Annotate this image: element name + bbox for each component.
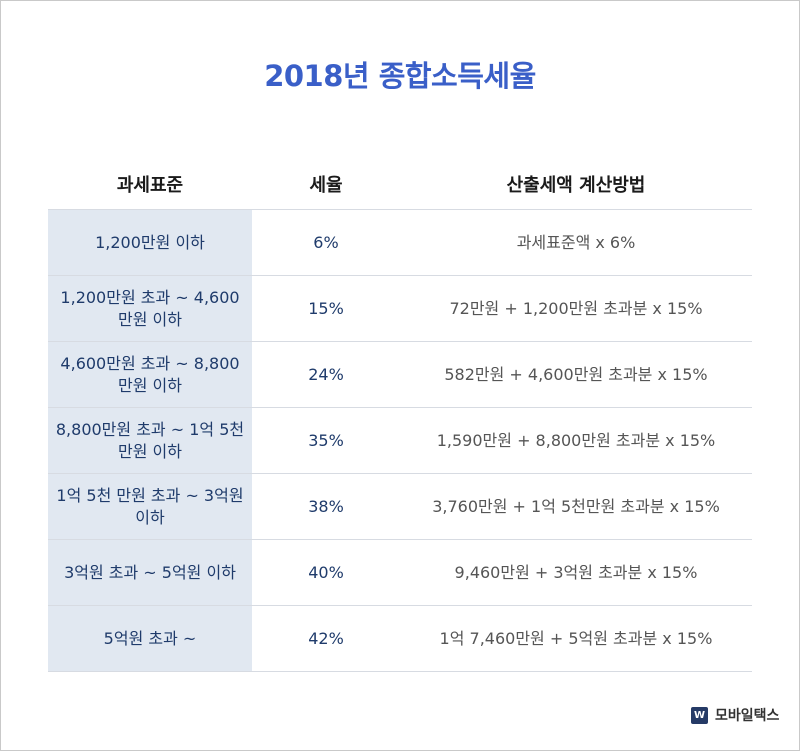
tax-base-cell: 8,800만원 초과 ~ 1억 5천 만원 이하: [48, 407, 252, 474]
brand-watermark: W 모바일택스: [691, 705, 779, 725]
tax-base-cell: 4,600만원 초과 ~ 8,800만원 이하: [48, 341, 252, 408]
tax-base-cell: 1,200만원 초과 ~ 4,600만원 이하: [48, 275, 252, 342]
brand-name: 모바일택스: [715, 708, 780, 724]
page-title: 2018년 종합소득세율: [264, 59, 536, 93]
brand-logo-icon: W: [691, 706, 708, 724]
calculation-method-cell: 72만원 + 1,200만원 초과분 x 15%: [400, 275, 752, 342]
tax-rate-cell: 38%: [252, 473, 400, 540]
tax-rate-cell: 6%: [252, 209, 400, 276]
calculation-method-cell: 9,460만원 + 3억원 초과분 x 15%: [400, 539, 752, 606]
table-row: 1,200만원 초과 ~ 4,600만원 이하 15% 72만원 + 1,200…: [48, 275, 752, 342]
calculation-method-cell: 582만원 + 4,600만원 초과분 x 15%: [400, 341, 752, 408]
tax-rate-cell: 40%: [252, 539, 400, 606]
header-tax-base: 과세표준: [48, 159, 252, 210]
tax-base-cell: 5억원 초과 ~: [48, 605, 252, 672]
header-calculation-method: 산출세액 계산방법: [400, 159, 752, 210]
calculation-method-cell: 1억 7,460만원 + 5억원 초과분 x 15%: [400, 605, 752, 672]
tax-rate-table: 과세표준 세율 산출세액 계산방법 1,200만원 이하 6% 과세표준액 x …: [48, 159, 752, 672]
calculation-method-cell: 1,590만원 + 8,800만원 초과분 x 15%: [400, 407, 752, 474]
tax-base-cell: 1억 5천 만원 초과 ~ 3억원 이하: [48, 473, 252, 540]
tax-base-cell: 1,200만원 이하: [48, 209, 252, 276]
table-row: 1억 5천 만원 초과 ~ 3억원 이하 38% 3,760만원 + 1억 5천…: [48, 473, 752, 540]
tax-base-cell: 3억원 초과 ~ 5억원 이하: [48, 539, 252, 606]
tax-rate-cell: 24%: [252, 341, 400, 408]
table-row: 5억원 초과 ~ 42% 1억 7,460만원 + 5억원 초과분 x 15%: [48, 605, 752, 672]
table-row: 8,800만원 초과 ~ 1억 5천 만원 이하 35% 1,590만원 + 8…: [48, 407, 752, 474]
tax-rate-cell: 15%: [252, 275, 400, 342]
table-row: 1,200만원 이하 6% 과세표준액 x 6%: [48, 209, 752, 276]
table-header-row: 과세표준 세율 산출세액 계산방법: [48, 159, 752, 210]
calculation-method-cell: 3,760만원 + 1억 5천만원 초과분 x 15%: [400, 473, 752, 540]
calculation-method-cell: 과세표준액 x 6%: [400, 209, 752, 276]
table-row: 3억원 초과 ~ 5억원 이하 40% 9,460만원 + 3억원 초과분 x …: [48, 539, 752, 606]
table-row: 4,600만원 초과 ~ 8,800만원 이하 24% 582만원 + 4,60…: [48, 341, 752, 408]
tax-rate-cell: 35%: [252, 407, 400, 474]
tax-rate-cell: 42%: [252, 605, 400, 672]
header-tax-rate: 세율: [252, 159, 400, 210]
